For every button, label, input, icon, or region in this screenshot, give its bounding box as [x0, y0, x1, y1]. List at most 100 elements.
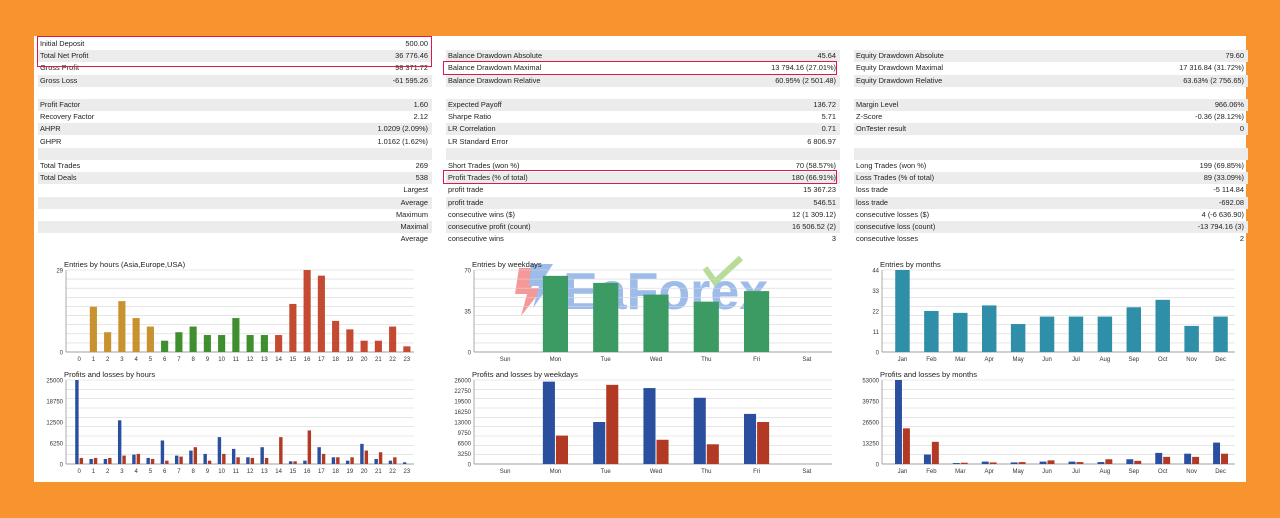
y-tick-label: 25000 [46, 379, 63, 385]
x-tick-label: 15 [290, 469, 297, 475]
y-tick-label: 39750 [862, 400, 879, 406]
stat-row: loss trade -5 114.84 [854, 184, 1248, 196]
profit-bar [360, 443, 364, 464]
stat-row [854, 147, 1248, 160]
stat-label: Initial Deposit [40, 39, 85, 48]
tester-report-panel: Initial Deposit 500.00 Total Net Profit 36 … [34, 36, 1248, 482]
bar [981, 305, 997, 352]
bar [118, 301, 126, 352]
bar [203, 335, 211, 352]
loss-bar [293, 461, 297, 464]
y-tick-label: 16250 [454, 410, 471, 416]
loss-bar [207, 460, 212, 464]
stat-value: -61 595.26 [392, 75, 428, 85]
profit-bar [160, 440, 165, 464]
stat-row: Z-Score -0.36 (28.12%) [854, 111, 1248, 123]
stat-value: 199 (69.85%) [1199, 161, 1244, 170]
x-tick-label: Dec [1215, 357, 1226, 363]
y-tick-label: 0 [468, 463, 472, 469]
x-tick-label: Feb [926, 469, 937, 475]
stat-row: Loss Trades (% of total) 89 (33.09%) [854, 172, 1248, 185]
chart-0: Entries by hours (Asia,Europe,USA) 0 29 0 1 2… [38, 258, 418, 366]
profit-bar [374, 458, 378, 464]
loss-bar [336, 457, 340, 464]
stat-label: Loss Trades (% of total) [856, 173, 935, 183]
x-tick-label: 6 [163, 357, 167, 363]
stat-value: 0.71 [821, 124, 836, 134]
loss-bar [1047, 460, 1055, 464]
profit-bar [260, 447, 264, 464]
stat-row: profit trade 546.51 [446, 196, 840, 209]
loss-bar [93, 457, 98, 464]
stat-row: Short Trades (won %) 70 (58.57%) [446, 160, 840, 172]
x-tick-label: Aug [1100, 469, 1111, 475]
stat-label: loss trade [856, 197, 889, 207]
stat-row: Average [38, 233, 432, 245]
stat-value: 17 316.84 (31.72%) [1179, 63, 1244, 73]
stat-label: Margin Level [856, 100, 899, 109]
profit-bar [132, 454, 136, 464]
y-tick-label: 12500 [46, 421, 63, 427]
stat-value: 89 (33.09%) [1203, 173, 1244, 183]
stat-label: Balance Drawdown Absolute [448, 51, 543, 61]
stat-row: Maximum [38, 209, 432, 221]
x-tick-label: Nov [1186, 357, 1197, 363]
profit-bar [75, 380, 79, 464]
stat-value: 2.12 [413, 112, 428, 122]
bar [346, 329, 354, 352]
loss-bar [1163, 456, 1171, 464]
x-tick-label: 7 [177, 469, 181, 475]
stat-value: -0.36 (28.12%) [1195, 112, 1244, 122]
stat-label: consecutive losses [856, 234, 919, 244]
loss-bar [236, 457, 240, 464]
bar [1213, 316, 1228, 352]
profit-bar [1213, 442, 1221, 464]
profit-bar [246, 457, 250, 464]
y-tick-label: 0 [876, 351, 880, 357]
profit-bar [345, 460, 350, 464]
y-tick-label: 22 [872, 310, 879, 316]
x-tick-label: 11 [233, 357, 240, 363]
chart-title: Profits and losses by months [880, 370, 978, 379]
loss-bar [79, 457, 84, 464]
loss-bar [902, 428, 910, 464]
x-tick-label: 13 [261, 357, 268, 363]
stat-row: Gross Profit 98 371.72 [38, 62, 432, 74]
x-tick-label: 10 [218, 469, 225, 475]
chart-svg: 0 11 22 33 44 Jan Feb Mar Apr May Jun Jul Aug Sep Oct N… [872, 269, 1235, 363]
bar [146, 326, 154, 352]
x-tick-label: 18 [332, 469, 339, 475]
y-tick-label: 3250 [458, 452, 472, 458]
y-tick-label: 53000 [862, 379, 879, 385]
chart-3: Profits and losses by hours 0 6250 12500 187… [38, 368, 418, 478]
x-tick-label: 19 [347, 469, 354, 475]
chart-title: Profits and losses by hours [64, 370, 156, 379]
x-tick-label: Sat [802, 469, 811, 475]
loss-bar [393, 457, 397, 464]
stat-row: Balance Drawdown Absolute 45.64 [446, 50, 840, 63]
x-tick-label: Fri [753, 469, 760, 475]
stat-row: consecutive losses 2 [854, 233, 1248, 245]
bar [189, 326, 197, 352]
x-tick-label: 9 [206, 357, 210, 363]
profit-bar [89, 458, 93, 464]
bar [317, 275, 325, 352]
x-tick-label: 18 [332, 357, 339, 363]
stat-row: LR Standard Error 6 806.97 [446, 136, 840, 148]
stat-row [854, 38, 1248, 50]
stat-label: Recovery Factor [40, 112, 95, 122]
stat-row: Balance Drawdown Relative 60.95% (2 501.4… [446, 74, 840, 87]
x-tick-label: Nov [1186, 469, 1197, 475]
x-tick-label: 0 [77, 357, 81, 363]
x-tick-label: Sat [802, 357, 811, 363]
loss-bar [264, 457, 269, 464]
x-tick-label: Jul [1072, 469, 1080, 475]
x-tick-label: 23 [404, 469, 411, 475]
profit-bar [923, 454, 931, 464]
profit-bar [643, 388, 656, 464]
stat-value: 3 [831, 234, 836, 244]
stat-row [854, 87, 1248, 99]
bar [1068, 316, 1084, 352]
stat-row: OnTester result 0 [854, 123, 1248, 136]
stat-value: 966.06% [1214, 100, 1244, 109]
